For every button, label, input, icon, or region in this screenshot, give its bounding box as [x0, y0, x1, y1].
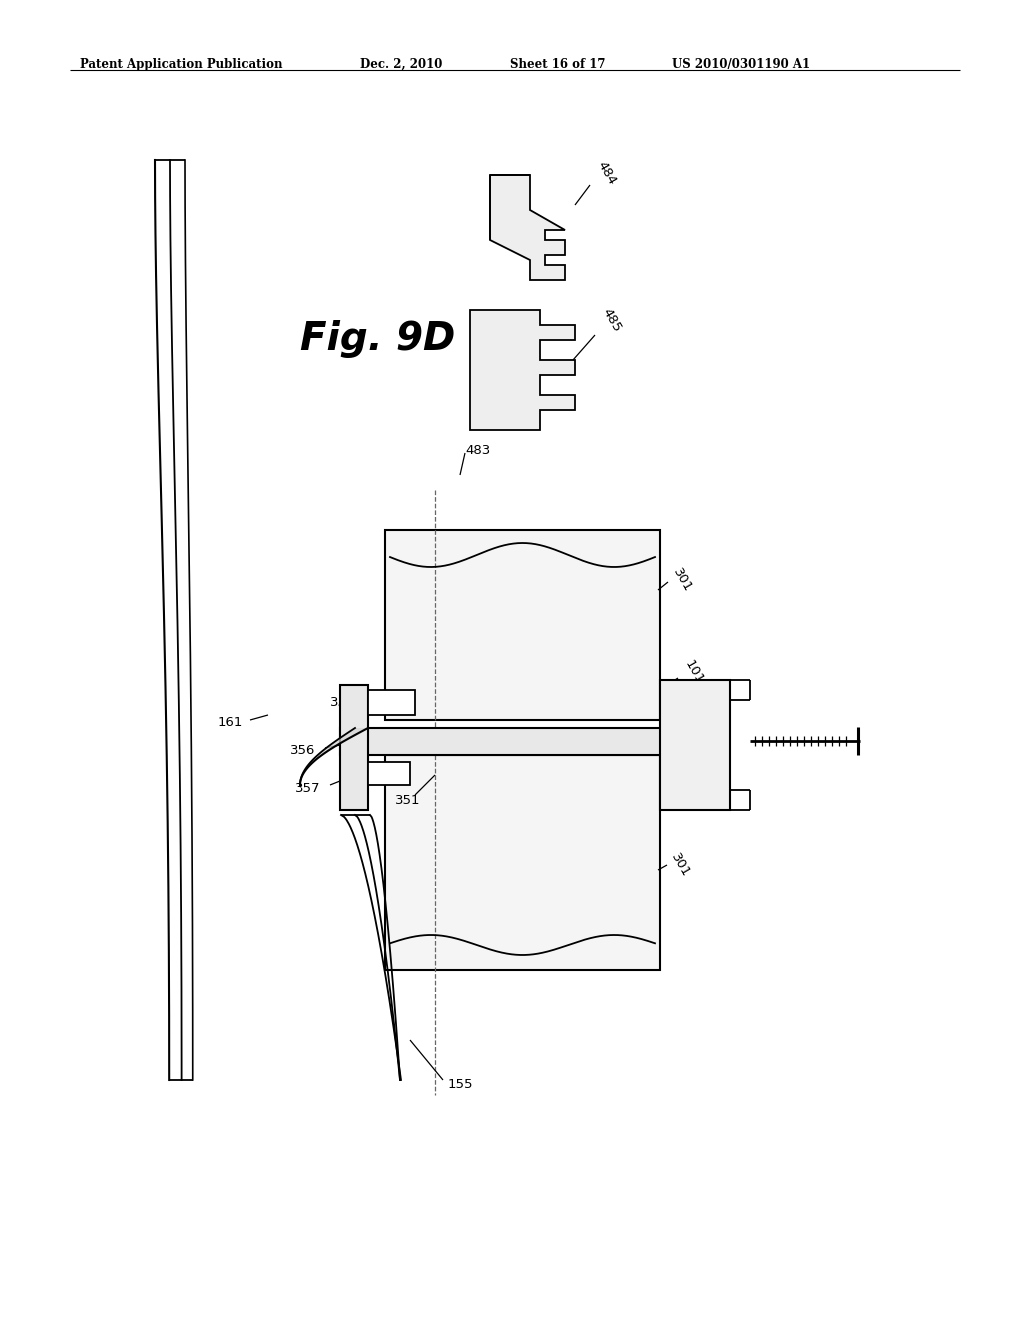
Text: Sheet 16 of 17: Sheet 16 of 17 — [510, 58, 605, 71]
Polygon shape — [490, 176, 565, 280]
Text: 483: 483 — [465, 444, 490, 457]
Text: 155: 155 — [449, 1078, 473, 1092]
Polygon shape — [660, 680, 730, 810]
Text: Dec. 2, 2010: Dec. 2, 2010 — [360, 58, 442, 71]
Text: 161: 161 — [218, 715, 244, 729]
Text: 357: 357 — [295, 781, 321, 795]
Polygon shape — [368, 762, 410, 785]
Text: 301: 301 — [668, 851, 692, 879]
Text: 351: 351 — [395, 793, 421, 807]
Polygon shape — [470, 310, 575, 430]
Text: 357: 357 — [330, 697, 355, 710]
Polygon shape — [385, 531, 660, 719]
Text: Fig. 9D: Fig. 9D — [300, 319, 456, 358]
Text: 301: 301 — [670, 566, 694, 594]
Polygon shape — [340, 685, 368, 810]
Text: Patent Application Publication: Patent Application Publication — [80, 58, 283, 71]
Polygon shape — [340, 729, 680, 755]
Text: 485: 485 — [600, 306, 624, 334]
Polygon shape — [368, 690, 415, 715]
Text: 356: 356 — [290, 743, 315, 756]
Polygon shape — [385, 755, 660, 970]
Text: 101: 101 — [682, 657, 706, 686]
Text: 484: 484 — [595, 158, 618, 187]
Text: US 2010/0301190 A1: US 2010/0301190 A1 — [672, 58, 810, 71]
